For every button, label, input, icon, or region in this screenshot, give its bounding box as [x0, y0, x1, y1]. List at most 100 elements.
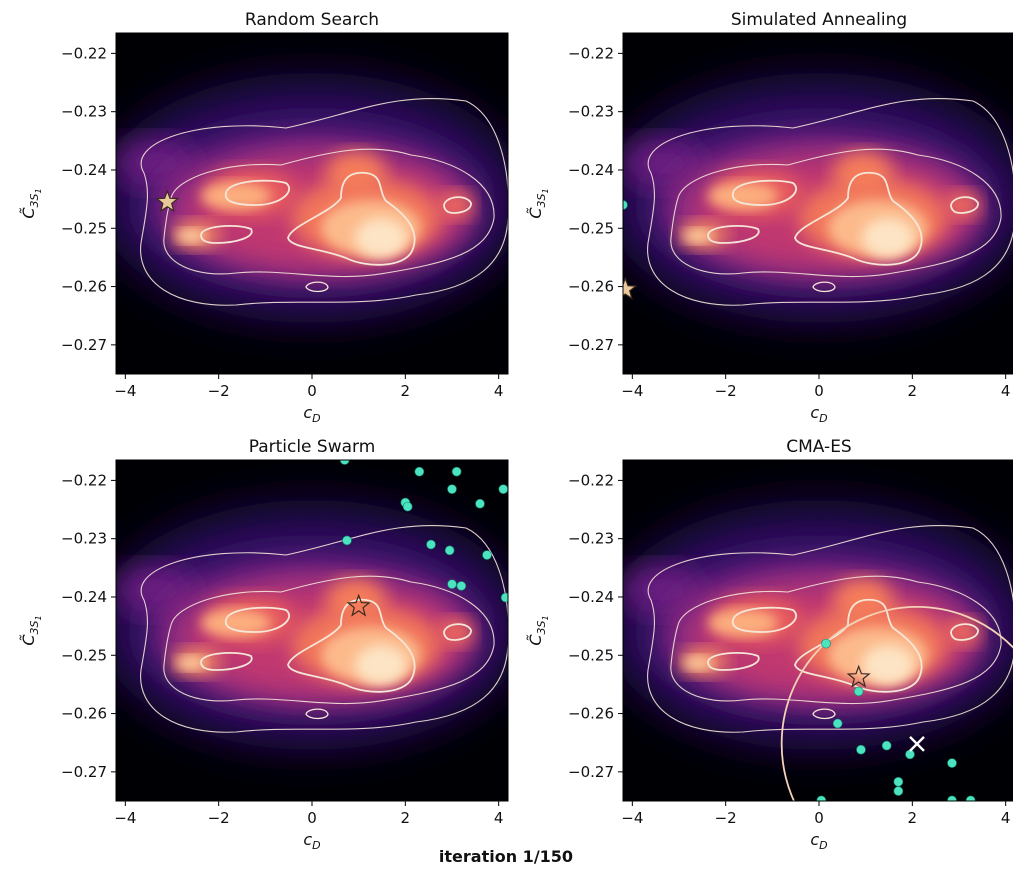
candidate-point — [451, 466, 462, 477]
x-tick-label: 4 — [494, 382, 504, 400]
x-tick-label: −4 — [621, 382, 643, 400]
candidate-point — [905, 749, 915, 760]
y-tick-label: −0.27 — [61, 763, 107, 781]
y-tick-label: −0.24 — [568, 161, 614, 179]
candidate-point — [623, 200, 628, 210]
density-contours — [97, 33, 527, 374]
x-tick-label: −2 — [208, 382, 230, 400]
y-axis-label: C̃3S1 — [526, 188, 550, 218]
candidate-point — [965, 795, 976, 801]
y-tick-label: −0.22 — [61, 44, 107, 62]
best-star-marker — [346, 593, 371, 617]
best-star-marker — [846, 664, 871, 688]
y-tick-label: −0.25 — [568, 219, 614, 237]
x-tick-label: 2 — [401, 809, 411, 827]
density-heatmap — [604, 33, 1013, 374]
candidate-point — [893, 776, 904, 787]
y-tick-label: −0.27 — [568, 763, 614, 781]
candidate-point — [475, 498, 485, 509]
candidate-point — [947, 758, 957, 768]
x-tick-label: 0 — [307, 382, 317, 400]
x-tick-label: 2 — [908, 809, 918, 827]
y-tick-label: −0.25 — [61, 646, 107, 664]
x-tick-label: −4 — [621, 809, 643, 827]
x-axis-label: cD — [810, 403, 827, 425]
candidate-point — [893, 786, 904, 796]
x-tick-label: 4 — [494, 809, 504, 827]
x-tick-label: 4 — [1001, 382, 1011, 400]
candidate-point — [816, 795, 827, 801]
candidate-point — [482, 550, 492, 560]
x-tick-label: 2 — [908, 382, 918, 400]
y-tick-label: −0.27 — [568, 336, 614, 354]
y-tick-label: −0.24 — [568, 588, 614, 606]
y-tick-label: −0.22 — [568, 44, 614, 62]
candidate-point — [881, 740, 892, 751]
candidate-point — [339, 460, 350, 465]
candidate-point — [498, 484, 508, 494]
candidate-point — [414, 466, 425, 477]
candidate-point — [856, 744, 866, 755]
x-axis-label: cD — [303, 830, 320, 852]
candidate-point — [402, 501, 413, 512]
x-tick-label: 0 — [814, 382, 824, 400]
y-tick-label: −0.23 — [61, 530, 107, 548]
y-tick-label: −0.27 — [61, 336, 107, 354]
y-tick-label: −0.22 — [568, 471, 614, 489]
covariance-ellipse — [780, 606, 1013, 801]
x-tick-label: −4 — [114, 382, 136, 400]
y-tick-label: −0.24 — [61, 161, 107, 179]
y-tick-label: −0.22 — [61, 471, 107, 489]
candidate-point — [342, 535, 352, 546]
mean-marker — [909, 736, 925, 752]
candidate-point — [447, 579, 457, 589]
panel-title: Random Search — [245, 10, 379, 30]
density-heatmap — [604, 460, 1013, 801]
y-tick-label: −0.23 — [568, 103, 614, 121]
x-tick-label: −2 — [715, 809, 737, 827]
density-heatmap — [97, 460, 527, 802]
x-tick-label: 2 — [401, 382, 411, 400]
x-tick-label: 0 — [307, 809, 317, 827]
y-axis-label: C̃3S1 — [19, 188, 43, 218]
candidate-point — [821, 638, 831, 649]
chart-panel-4: −4 −2 0 2 4 −0.27 −0.26 −0.25 −0.24 −0.23 −0.22 CMA… — [526, 437, 1013, 852]
x-tick-label: 4 — [1001, 809, 1011, 827]
y-tick-label: −0.25 — [568, 646, 614, 664]
y-tick-label: −0.26 — [61, 705, 107, 723]
candidate-point — [456, 581, 467, 591]
y-axis-label: C̃3S1 — [19, 615, 43, 645]
y-tick-label: −0.26 — [568, 278, 614, 296]
y-axis-label: C̃3S1 — [526, 615, 550, 645]
chart-panel-3: −4 −2 0 2 4 −0.27 −0.26 −0.25 −0.24 −0.23 −0.22 Par… — [19, 437, 527, 852]
panel-title: CMA-ES — [786, 437, 851, 457]
density-heatmap — [97, 33, 527, 374]
candidate-point — [832, 718, 843, 729]
x-tick-label: −2 — [208, 809, 230, 827]
x-tick-label: −4 — [114, 809, 136, 827]
density-contours — [97, 460, 527, 801]
candidate-point — [500, 592, 508, 603]
candidate-point — [947, 795, 957, 801]
best-star-marker — [623, 276, 638, 300]
x-axis-label: cD — [810, 830, 827, 852]
panel-title: Particle Swarm — [249, 437, 376, 457]
x-tick-label: 0 — [814, 809, 824, 827]
y-tick-label: −0.26 — [568, 705, 614, 723]
y-tick-label: −0.23 — [61, 103, 107, 121]
best-star-marker — [155, 189, 180, 213]
candidate-point — [853, 686, 864, 697]
x-tick-label: −2 — [715, 382, 737, 400]
density-contours — [604, 460, 1013, 801]
y-tick-label: −0.26 — [61, 278, 107, 296]
panel-title: Simulated Annealing — [731, 10, 907, 30]
y-tick-label: −0.23 — [568, 530, 614, 548]
y-tick-label: −0.25 — [61, 219, 107, 237]
chart-panel-1: −4 −2 0 2 4 −0.27 −0.26 −0.25 −0.24 −0.23 −0.22 Ran… — [19, 10, 527, 425]
candidate-point — [444, 545, 455, 556]
iteration-label: iteration 1/150 — [439, 847, 573, 866]
density-contours — [604, 33, 1013, 374]
x-axis-label: cD — [303, 403, 320, 425]
candidate-point — [447, 484, 457, 494]
